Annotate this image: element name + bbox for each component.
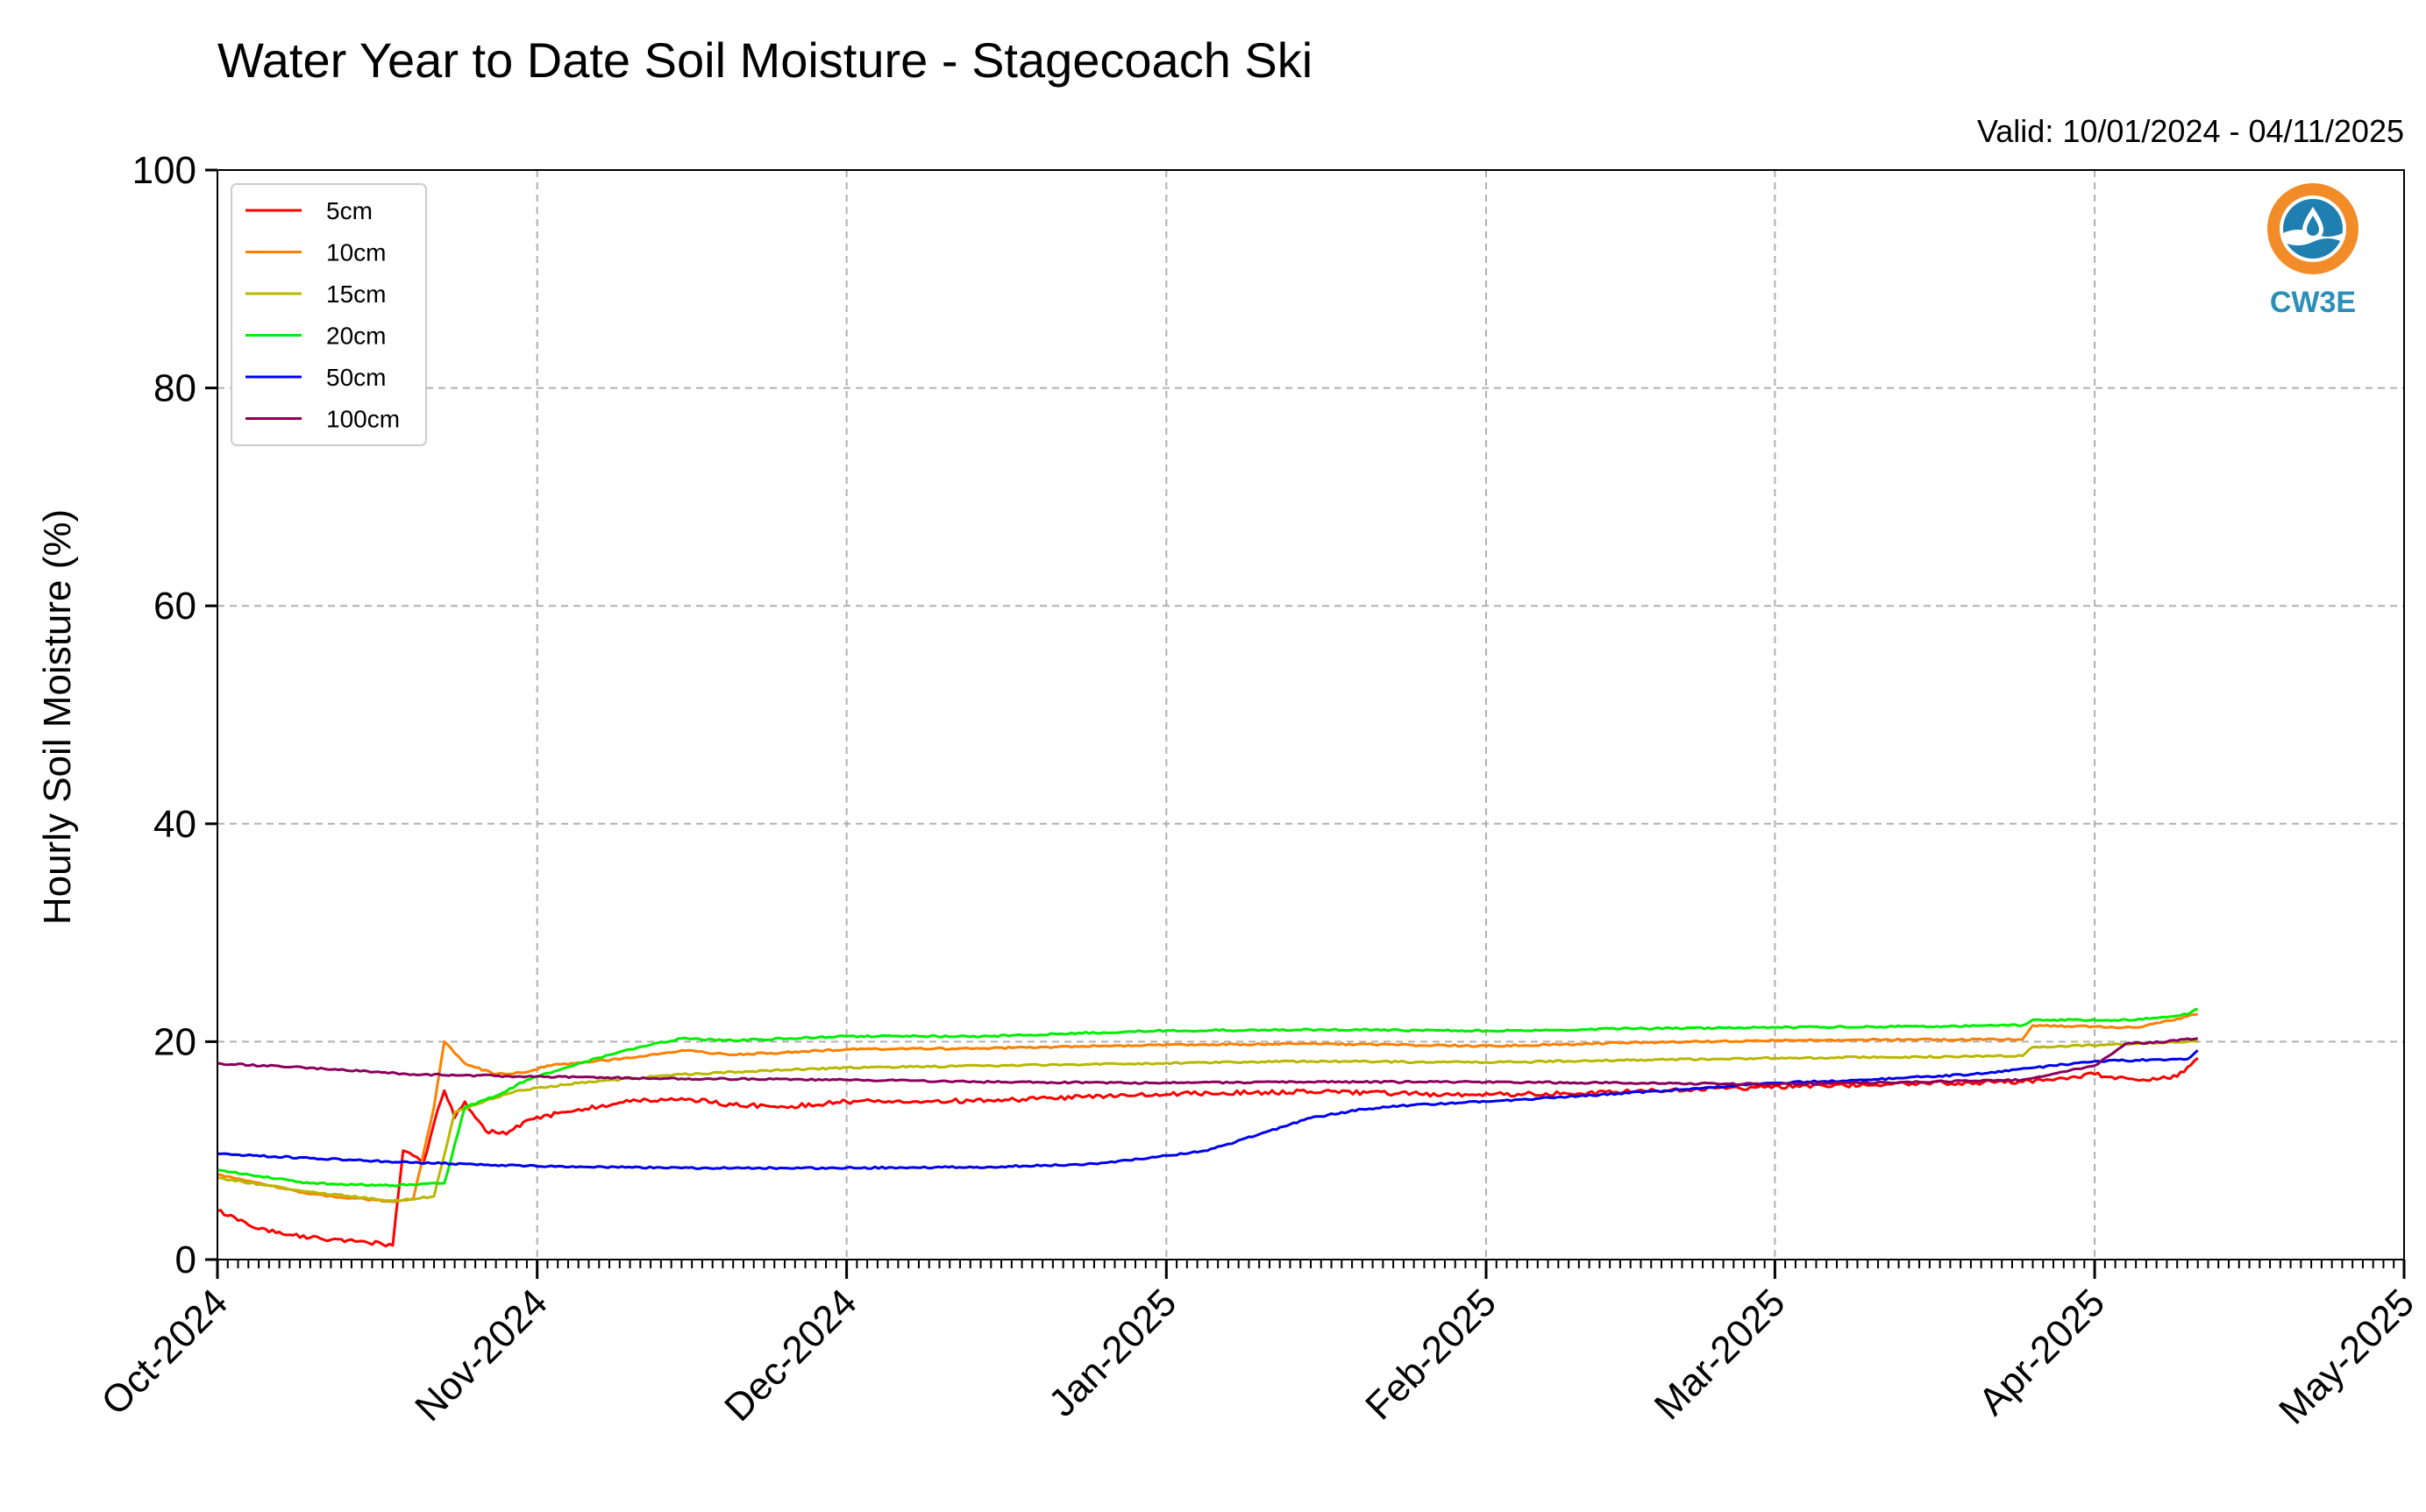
legend-label-15cm: 15cm (326, 280, 386, 308)
series-line-10cm (217, 1012, 2198, 1203)
x-tick-label: Mar-2025 (1647, 1281, 1794, 1428)
series-line-20cm (217, 1007, 2199, 1188)
water-drop-sun-icon (2267, 183, 2358, 274)
plot-frame (217, 169, 2405, 1260)
series-line-5cm (217, 1056, 2199, 1248)
x-tick-label: Oct-2024 (93, 1281, 236, 1423)
axis-layer: 0 20 40 60 80 100 Oct-2024 Nov-2024 Dec-2024 Jan-… (93, 149, 2422, 1432)
series-line-100cm (217, 1037, 2198, 1087)
legend: 5cm 10cm 15cm 20cm 50cm 100cm (231, 183, 427, 446)
series-line-50cm (217, 1049, 2199, 1170)
x-tick-label: Feb-2025 (1357, 1281, 1505, 1428)
cw3e-logo: CW3E (2267, 183, 2358, 319)
valid-range: Valid: 10/01/2024 - 04/11/2025 (1977, 113, 2404, 149)
x-tick-label: Apr-2025 (1971, 1281, 2114, 1423)
y-tick-label: 20 (153, 1020, 196, 1063)
series-line-15cm (217, 1040, 2198, 1203)
legend-label-50cm: 50cm (326, 364, 386, 391)
legend-label-10cm: 10cm (326, 239, 386, 266)
x-tick-label: Nov-2024 (407, 1281, 556, 1430)
x-tick-label: Jan-2025 (1041, 1281, 1185, 1424)
y-tick-label: 60 (153, 585, 196, 628)
y-tick-label: 40 (153, 803, 196, 846)
x-tick-label: May-2025 (2271, 1281, 2422, 1432)
y-tick-label: 0 (175, 1239, 196, 1281)
legend-label-100cm: 100cm (326, 406, 400, 433)
y-tick-label: 100 (132, 149, 196, 192)
chart-title: Water Year to Date Soil Moisture - Stage… (217, 32, 1313, 88)
legend-label-20cm: 20cm (326, 323, 386, 350)
y-tick-label: 80 (153, 367, 196, 410)
y-axis-label: Hourly Soil Moisture (%) (36, 509, 79, 925)
legend-box (231, 183, 427, 446)
logo-text: CW3E (2270, 286, 2356, 319)
legend-label-5cm: 5cm (326, 197, 373, 224)
x-tick-label: Dec-2024 (716, 1281, 865, 1430)
series-layer (217, 1007, 2199, 1248)
grid-layer (217, 170, 2404, 1260)
